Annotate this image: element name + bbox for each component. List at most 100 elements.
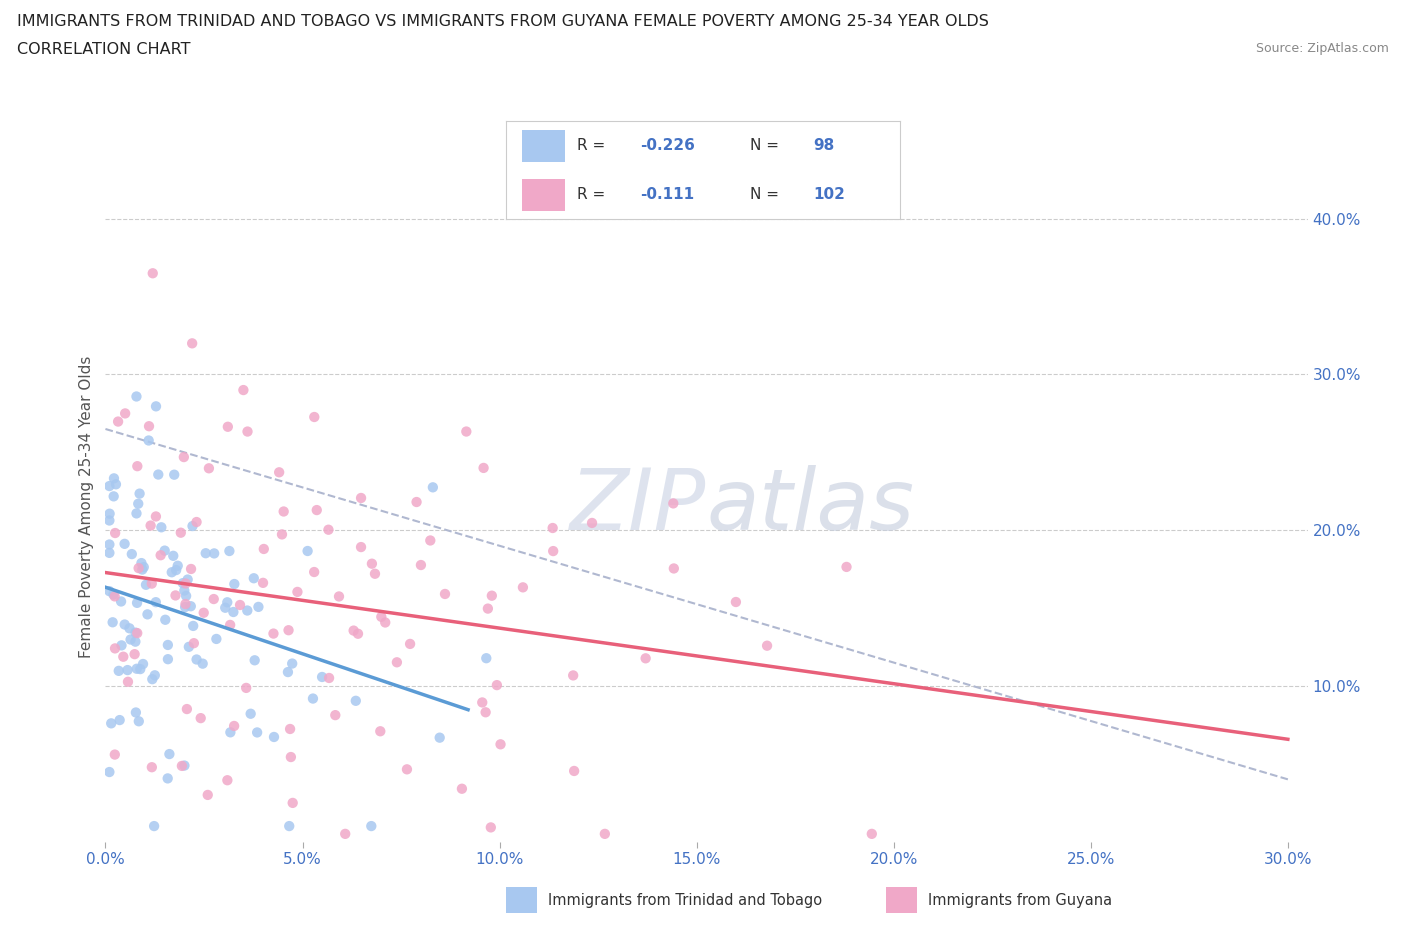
Point <box>173 583 195 598</box>
Point <box>541 521 564 536</box>
Point <box>104 747 127 762</box>
Point <box>512 580 534 595</box>
Point <box>104 477 127 492</box>
Point <box>183 636 205 651</box>
Point <box>243 571 266 586</box>
Point <box>347 626 370 641</box>
Point <box>477 601 499 616</box>
Point <box>302 565 325 579</box>
Point <box>198 461 221 476</box>
Point <box>112 649 135 664</box>
Point <box>475 651 498 666</box>
Point <box>662 561 685 576</box>
Text: CORRELATION CHART: CORRELATION CHART <box>17 42 190 57</box>
Point <box>271 527 294 542</box>
Point <box>395 762 418 777</box>
Point <box>174 589 197 604</box>
Point <box>163 467 186 482</box>
Point <box>138 418 160 433</box>
Point <box>125 661 148 676</box>
Point <box>177 640 200 655</box>
Point <box>194 546 217 561</box>
Point <box>131 562 153 577</box>
Point <box>471 695 494 710</box>
Point <box>173 758 195 773</box>
Point <box>100 716 122 731</box>
Point <box>489 737 512 751</box>
Point <box>170 759 193 774</box>
Point <box>479 820 502 835</box>
Point <box>239 706 262 721</box>
Point <box>219 618 242 632</box>
Point <box>125 705 148 720</box>
Point <box>217 773 239 788</box>
Point <box>224 577 246 591</box>
Point <box>263 729 285 744</box>
Point <box>104 525 127 540</box>
Point <box>581 515 603 530</box>
Point <box>98 479 121 494</box>
Point <box>98 506 121 521</box>
Point <box>174 600 197 615</box>
Point <box>176 701 198 716</box>
Point <box>125 506 148 521</box>
Point <box>232 382 254 397</box>
Point <box>131 555 153 570</box>
Point <box>593 827 616 842</box>
Point <box>145 399 167 414</box>
Point <box>429 730 451 745</box>
Point <box>186 514 208 529</box>
Point <box>350 490 373 505</box>
Point <box>125 389 148 404</box>
Point <box>252 576 274 591</box>
Point <box>287 584 309 599</box>
Point <box>103 587 125 602</box>
Point <box>472 460 495 475</box>
Point <box>117 674 139 689</box>
Point <box>190 711 212 725</box>
Point <box>662 496 685 511</box>
Point <box>98 513 121 528</box>
Point <box>98 545 121 560</box>
Point <box>104 641 127 656</box>
Point <box>98 537 121 551</box>
Point <box>197 788 219 803</box>
Point <box>145 509 167 524</box>
Point <box>235 681 257 696</box>
Point <box>224 719 246 734</box>
Point <box>205 631 228 646</box>
Point <box>176 572 198 587</box>
Point <box>107 663 129 678</box>
Point <box>101 615 124 630</box>
Point <box>103 489 125 504</box>
Point <box>141 577 163 591</box>
Point <box>135 578 157 592</box>
Point <box>634 651 657 666</box>
Point <box>860 827 883 842</box>
Point <box>202 591 225 606</box>
Point <box>132 657 155 671</box>
Point <box>191 657 214 671</box>
Point <box>174 596 197 611</box>
Point <box>217 595 239 610</box>
Point <box>132 560 155 575</box>
Text: -0.226: -0.226 <box>640 139 695 153</box>
Point <box>422 480 444 495</box>
Point <box>350 539 373 554</box>
Point <box>128 561 150 576</box>
Point <box>374 615 396 630</box>
Point <box>277 623 299 638</box>
Point <box>186 652 208 667</box>
Point <box>281 795 304 810</box>
Point <box>344 694 367 709</box>
Point <box>181 336 204 351</box>
Point <box>114 537 136 551</box>
Point <box>108 712 131 727</box>
Point <box>297 543 319 558</box>
Point <box>129 661 152 676</box>
Point <box>143 668 166 683</box>
Text: 98: 98 <box>813 139 835 153</box>
Point <box>114 406 136 421</box>
Point <box>364 566 387 581</box>
Point <box>222 604 245 619</box>
